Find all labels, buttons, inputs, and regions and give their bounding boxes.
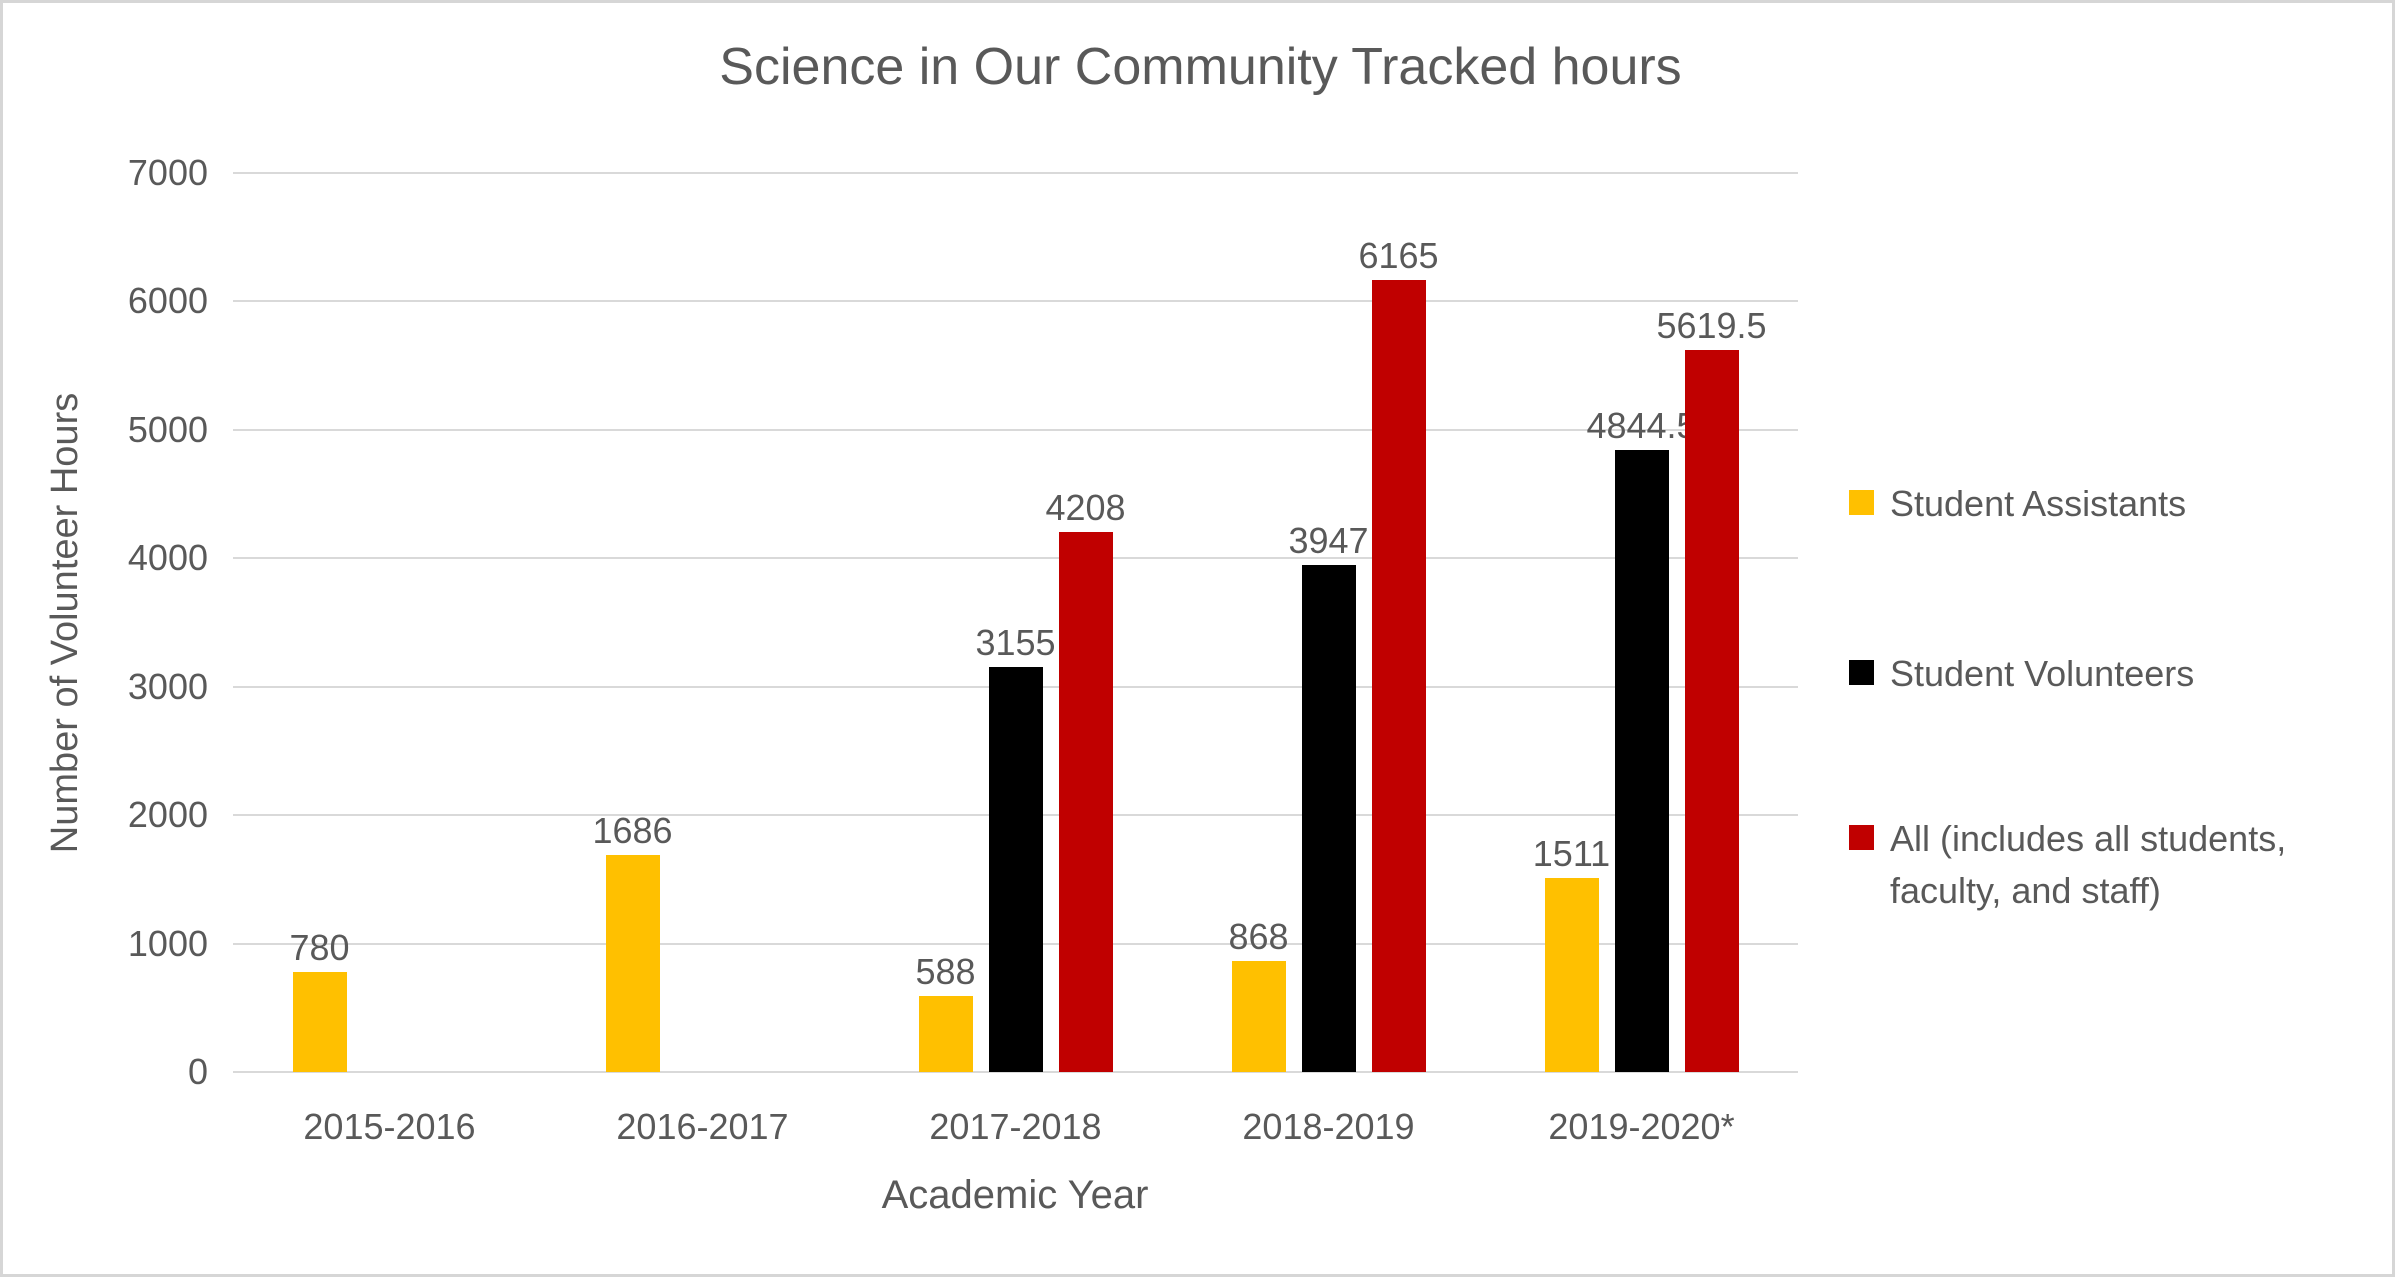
x-category-label: 2017-2018 [929,1106,1102,1147]
chart-title: Science in Our Community Tracked hours [719,38,1682,96]
legend-swatch [1849,490,1874,515]
gridline [233,557,1798,560]
legend-label: Student Assistants [1890,483,2187,524]
y-tick-label: 3000 [127,665,208,707]
bar [1301,565,1356,1072]
y-tick-label: 0 [187,1051,208,1092]
legend-label: All (includes all students, faculty, and… [1890,818,2287,911]
gridline [233,428,1798,431]
gridline [233,1071,1798,1073]
gridline [233,172,1798,174]
bar-value-label: 3155 [975,621,1056,663]
y-tick-label: 1000 [127,922,208,964]
y-tick-label: 5000 [127,408,208,450]
x-category-label: 2019-2020* [1548,1106,1735,1147]
y-tick-label: 2000 [127,794,208,836]
bar-value-label: 5619.5 [1656,305,1767,347]
bar [292,971,347,1072]
bar [1544,877,1599,1072]
bar-value-label: 4844.5 [1586,404,1697,446]
x-axis-title: Academic Year [881,1173,1149,1217]
bar [918,996,973,1072]
y-tick-label: 6000 [127,280,208,322]
bar-value-label: 3947 [1288,520,1369,562]
bar-value-label: 4208 [1045,486,1126,528]
x-category-label: 2016-2017 [616,1106,789,1147]
bar [1058,531,1113,1072]
bar [988,666,1043,1072]
bar [1231,960,1286,1072]
legend-swatch [1849,660,1874,685]
y-tick-label: 4000 [127,537,208,579]
x-category-label: 2018-2019 [1242,1106,1415,1147]
y-tick-label: 7000 [127,152,208,193]
bar-value-label: 6165 [1358,235,1439,277]
bar-value-label: 868 [1228,915,1289,957]
bar-value-label: 588 [915,951,976,993]
legend-label: Student Volunteers [1890,653,2195,694]
bar [605,855,660,1072]
legend: Student Assistants Student Volunteers All … [3,3,2392,1274]
bar-value-label: 1686 [592,810,673,852]
bar [1684,350,1739,1072]
x-category-label: 2015-2016 [303,1106,476,1147]
bar-value-label: 780 [289,926,350,968]
legend-swatch [1849,825,1874,850]
bar [1614,449,1669,1072]
bar [1371,280,1426,1072]
bar-value-label: 1511 [1532,832,1611,874]
gridline [233,300,1798,303]
